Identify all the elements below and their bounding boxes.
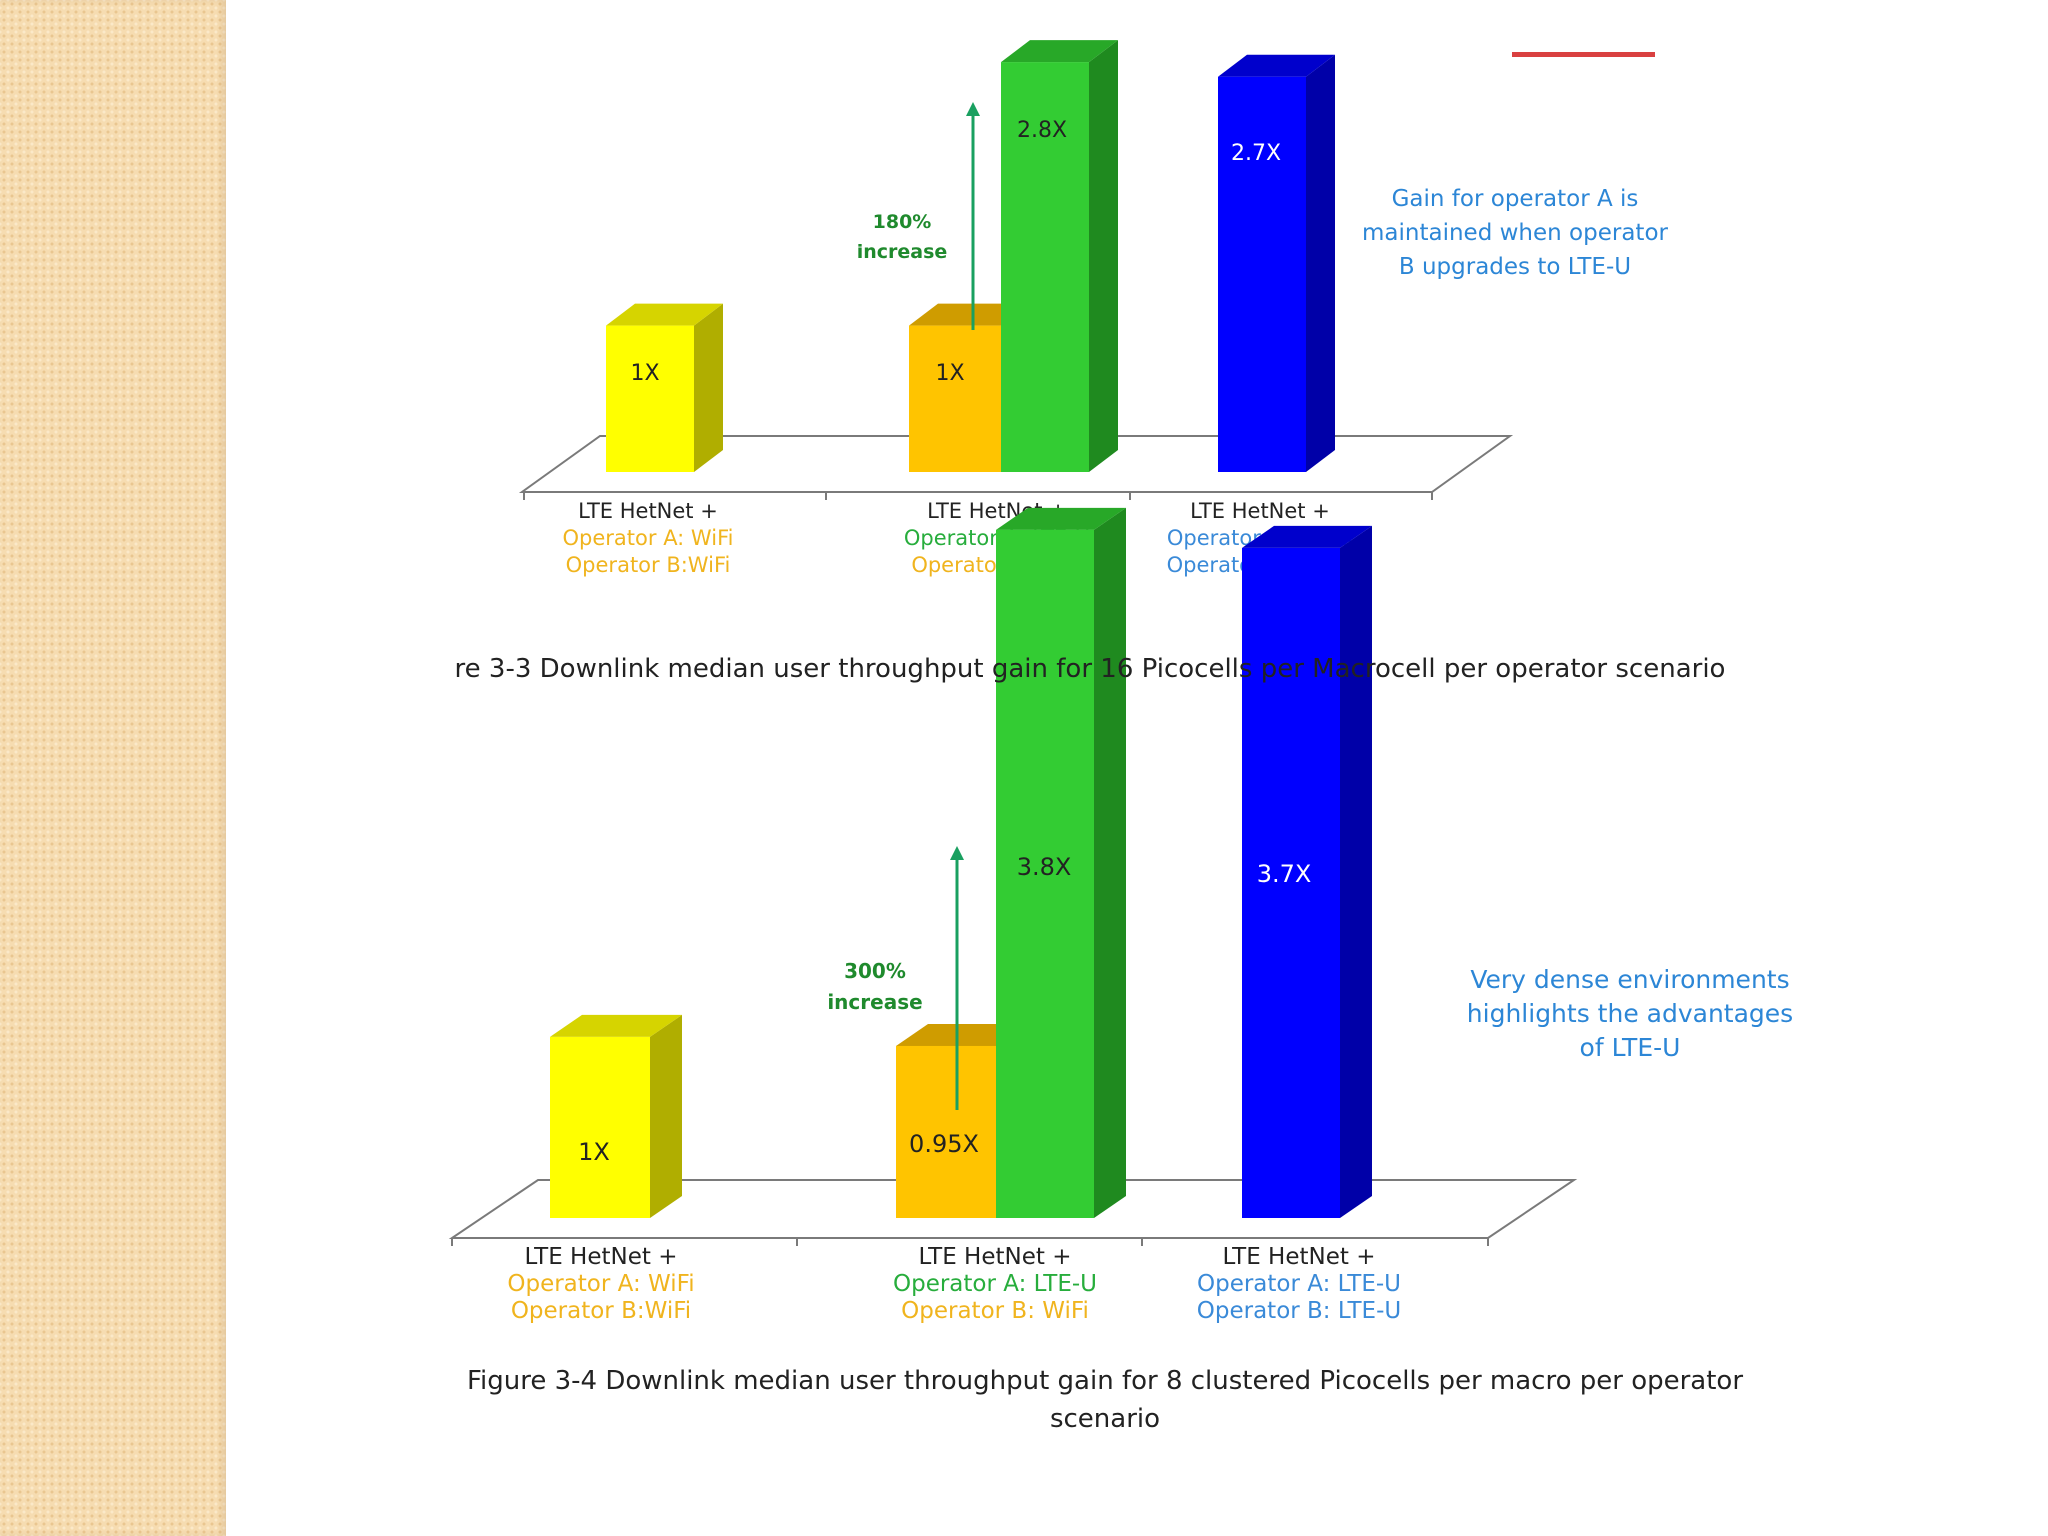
fig2-bar-1	[896, 1045, 996, 1218]
fig2-bar-2	[996, 529, 1094, 1218]
fig2-category-2-line-2: Operator A: LTE-U	[1197, 1271, 1401, 1297]
fig1-category-2-line-1: LTE HetNet +	[1190, 499, 1330, 523]
fig2-bar-2-label: 3.8X	[1017, 853, 1072, 881]
fig1-category-0-line-1: LTE HetNet +	[578, 499, 718, 523]
fig1-bar-2	[1001, 62, 1089, 473]
fig2-category-2-line-1: LTE HetNet +	[1223, 1244, 1376, 1270]
fig2-category-0-line-2: Operator A: WiFi	[507, 1271, 694, 1297]
fig2-increase-arrowhead	[950, 846, 964, 860]
fig1-side-note-line-3: B upgrades to LTE-U	[1399, 254, 1631, 280]
fig2-side-note-line-2: highlights the advantages	[1467, 999, 1793, 1028]
fig2-bar-2-side	[1094, 507, 1126, 1218]
fig1-bar-0-top	[606, 303, 723, 326]
fig2-category-1-line-3: Operator B: WiFi	[901, 1298, 1089, 1324]
fig2-bar-0-top	[550, 1014, 682, 1037]
fig1-bar-3-top	[1218, 54, 1335, 77]
fig2-bar-0	[550, 1036, 650, 1218]
fig1-increase-word: increase	[857, 241, 948, 263]
fig1-bar-2-side	[1089, 40, 1118, 472]
figure-3-3-caption: re 3-3 Downlink median user throughput g…	[454, 654, 1726, 684]
fig2-category-1-line-2: Operator A: LTE-U	[893, 1271, 1097, 1297]
fig2-increase-percent: 300%	[844, 959, 906, 983]
fig1-category-0-line-2: Operator A: WiFi	[563, 526, 734, 550]
fig1-side-note-line-2: maintained when operator	[1362, 220, 1668, 246]
fig2-bar-0-label: 1X	[578, 1138, 610, 1166]
sidebar-pattern	[0, 0, 226, 1536]
fig1-bar-3-side	[1306, 54, 1335, 472]
figure-3-4-caption: Figure 3-4 Downlink median user throughp…	[466, 1366, 1744, 1434]
fig2-bar-1-top	[896, 1023, 1028, 1046]
fig1-increase-percent: 180%	[873, 211, 932, 233]
fig2-bar-2-top	[996, 507, 1126, 530]
fig1-bar-3	[1218, 76, 1306, 472]
fig1-bar-1-top	[909, 303, 1030, 326]
fig2-category-0-line-3: Operator B:WiFi	[511, 1298, 691, 1324]
fig1-bar-0-label: 1X	[630, 361, 659, 386]
fig2-category-1-line-1: LTE HetNet +	[919, 1244, 1072, 1270]
fig1-bar-1-label: 1X	[935, 361, 964, 386]
fig2-bar-3-top	[1242, 525, 1372, 548]
fig1-increase-arrowhead	[966, 102, 980, 116]
fig2-category-0-line-1: LTE HetNet +	[525, 1244, 678, 1270]
fig1-bar-2-label: 2.8X	[1017, 118, 1067, 143]
fig2-bar-0-side	[650, 1014, 682, 1218]
fig1-bar-0	[606, 325, 694, 472]
fig2-bar-3-label: 3.7X	[1257, 860, 1312, 888]
fig2-bar-3-side	[1340, 525, 1372, 1218]
fig1-bar-1	[909, 325, 1001, 472]
fig1-side-note-line-1: Gain for operator A is	[1392, 186, 1639, 212]
decorative-red-mark	[1512, 52, 1655, 57]
fig1-bar-2-top	[1001, 40, 1118, 63]
fig2-side-note-line-3: of LTE-U	[1580, 1033, 1681, 1062]
fig2-bar-3	[1242, 547, 1340, 1218]
fig1-bar-0-side	[694, 303, 723, 472]
fig2-increase-word: increase	[827, 990, 922, 1014]
fig1-bar-3-label: 2.7X	[1231, 141, 1281, 166]
fig1-category-0-line-3: Operator B:WiFi	[566, 553, 731, 577]
fig2-bar-1-label: 0.95X	[909, 1130, 979, 1158]
fig2-category-2-line-3: Operator B: LTE-U	[1197, 1298, 1401, 1324]
fig2-side-note-line-1: Very dense environments	[1470, 965, 1789, 994]
